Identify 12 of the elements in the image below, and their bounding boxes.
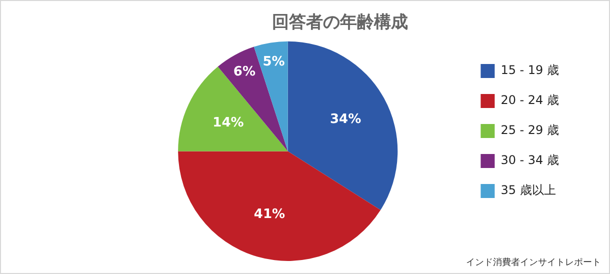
text: インド消費者インサイトレポート [466, 256, 601, 269]
data-label: 5% [262, 54, 285, 70]
legend-label: 30 - 34 歳 [500, 153, 559, 168]
legend-label: 25 - 29 歳 [500, 123, 559, 138]
data-label: 34% [330, 112, 362, 127]
chart-title: 回答者の年齢構成 [272, 12, 408, 33]
legend-label: 20 - 24 歳 [500, 93, 559, 108]
legend-label: 35 歳以上 [500, 183, 556, 198]
data-label: 14% [212, 116, 244, 131]
legend-label: 15 - 19 歳 [500, 63, 559, 78]
data-label: 6% [233, 64, 256, 80]
data-label: 41% [254, 206, 286, 222]
